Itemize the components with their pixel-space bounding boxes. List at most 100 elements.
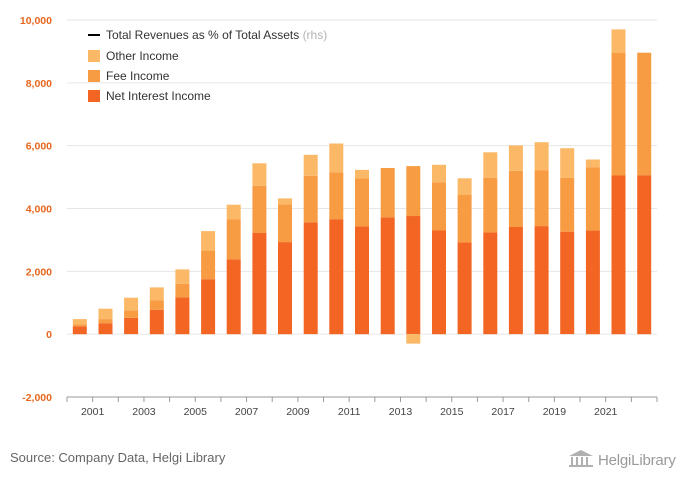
- y-tick-label: 4,000: [26, 204, 52, 216]
- legend-swatch-net-interest-income: [88, 90, 100, 102]
- logo-wordmark: HelgiLibrary: [598, 451, 676, 469]
- legend: Total Revenues as % of Total Assets (rhs…: [88, 28, 327, 103]
- bar-other-income: [201, 231, 216, 251]
- bar-net-interest-income: [483, 232, 498, 335]
- bar-fee-income: [508, 170, 523, 227]
- bar-net-interest-income: [175, 297, 190, 335]
- bar-fee-income: [278, 204, 292, 243]
- bar-net-interest-income: [637, 175, 652, 335]
- bar-net-interest-income: [149, 309, 164, 335]
- helgi-library-logo: HelgiLibrary: [568, 449, 676, 471]
- bar-fee-income: [380, 168, 395, 218]
- x-tick-label: 2011: [338, 406, 361, 418]
- bar-other-income: [457, 178, 472, 195]
- bar-other-income: [432, 164, 446, 183]
- y-tick-label: 6,000: [26, 141, 52, 153]
- library-building-icon: [568, 448, 594, 472]
- bar-fee-income: [226, 219, 241, 260]
- bar-other-income: [124, 297, 139, 311]
- bar-other-income: [98, 308, 113, 320]
- x-axis: 2001 2003 2005 2007 2009 2011 2013 2015 2017 2019…: [66, 396, 658, 418]
- bar-net-interest-income: [406, 216, 421, 335]
- bar-net-interest-income: [72, 326, 87, 335]
- x-tick-label: 2009: [286, 406, 310, 418]
- bar-other-income: [175, 269, 190, 284]
- x-tick-label: 2015: [440, 406, 464, 418]
- bar-fee-income: [175, 283, 190, 298]
- bar-fee-income: [406, 166, 421, 217]
- bar-other-income: [303, 154, 318, 176]
- x-tick-label: 2021: [594, 406, 618, 418]
- legend-line-label: Total Revenues as % of Total Assets (rhs…: [106, 28, 327, 42]
- bar-net-interest-income: [278, 242, 292, 335]
- bar-other-income: [534, 142, 549, 171]
- bar-other-income: [585, 159, 600, 168]
- x-tick-label: 2003: [132, 406, 156, 418]
- bar-other-income: [278, 198, 292, 205]
- bar-fee-income: [303, 175, 318, 223]
- y-tick-label: 0: [46, 329, 52, 341]
- bar-net-interest-income: [508, 227, 523, 335]
- legend-label-net-interest-income: Net Interest Income: [106, 89, 211, 103]
- bar-net-interest-income: [611, 175, 626, 335]
- bar-fee-income: [329, 172, 344, 220]
- x-tick-label: 2017: [491, 406, 515, 418]
- bar-other-income: [560, 148, 575, 178]
- legend-swatch-fee-income: [88, 70, 100, 82]
- bar-net-interest-income: [329, 219, 344, 335]
- bar-other-income: [406, 334, 421, 344]
- bar-other-income: [611, 29, 626, 53]
- bar-net-interest-income: [585, 230, 600, 335]
- bars: [72, 29, 652, 344]
- bar-net-interest-income: [303, 222, 318, 335]
- y-axis-ticks: -2,000 0 2,000 4,000 6,000 8,000 10,000: [20, 15, 52, 404]
- bar-fee-income: [124, 310, 139, 318]
- source-note: Source: Company Data, Helgi Library: [10, 450, 226, 465]
- bar-fee-income: [432, 182, 446, 231]
- y-tick-label: 8,000: [26, 78, 52, 90]
- bar-other-income: [483, 152, 498, 178]
- legend-label-fee-income: Fee Income: [106, 69, 170, 83]
- bar-net-interest-income: [98, 323, 113, 335]
- bar-other-income: [149, 287, 164, 301]
- x-tick-label: 2007: [235, 406, 259, 418]
- bar-other-income: [508, 145, 523, 171]
- y-tick-label: 10,000: [20, 15, 52, 27]
- bar-net-interest-income: [560, 231, 575, 335]
- legend-rhs-note: (rhs): [303, 28, 328, 42]
- bar-fee-income: [98, 319, 113, 324]
- bar-other-income: [329, 143, 344, 173]
- bar-fee-income: [149, 300, 164, 310]
- bar-fee-income: [611, 53, 626, 176]
- bar-net-interest-income: [432, 230, 446, 335]
- bar-fee-income: [355, 178, 369, 227]
- bar-fee-income: [585, 167, 600, 231]
- bar-fee-income: [483, 177, 498, 233]
- x-tick-label: 2013: [389, 406, 413, 418]
- bar-net-interest-income: [355, 226, 369, 335]
- bar-net-interest-income: [226, 259, 241, 335]
- bar-other-income: [355, 169, 369, 179]
- bar-other-income: [252, 163, 267, 186]
- bar-net-interest-income: [252, 233, 267, 335]
- bar-net-interest-income: [534, 226, 549, 335]
- bar-fee-income: [457, 195, 472, 243]
- bar-fee-income: [201, 250, 216, 280]
- x-tick-label: 2001: [81, 406, 105, 418]
- bar-net-interest-income: [457, 242, 472, 335]
- bar-net-interest-income: [380, 217, 395, 335]
- bar-fee-income: [637, 52, 652, 176]
- x-tick-label: 2005: [184, 406, 208, 418]
- bar-fee-income: [252, 185, 267, 233]
- x-tick-label: 2019: [543, 406, 567, 418]
- bar-other-income: [72, 319, 87, 325]
- bar-other-income: [226, 204, 241, 220]
- bar-fee-income: [534, 170, 549, 227]
- legend-label-other-income: Other Income: [106, 49, 179, 63]
- legend-swatch-other-income: [88, 50, 100, 62]
- y-tick-label: -2,000: [22, 392, 52, 404]
- y-tick-label: 2,000: [26, 266, 52, 278]
- bar-fee-income: [72, 324, 87, 327]
- bar-fee-income: [560, 177, 575, 232]
